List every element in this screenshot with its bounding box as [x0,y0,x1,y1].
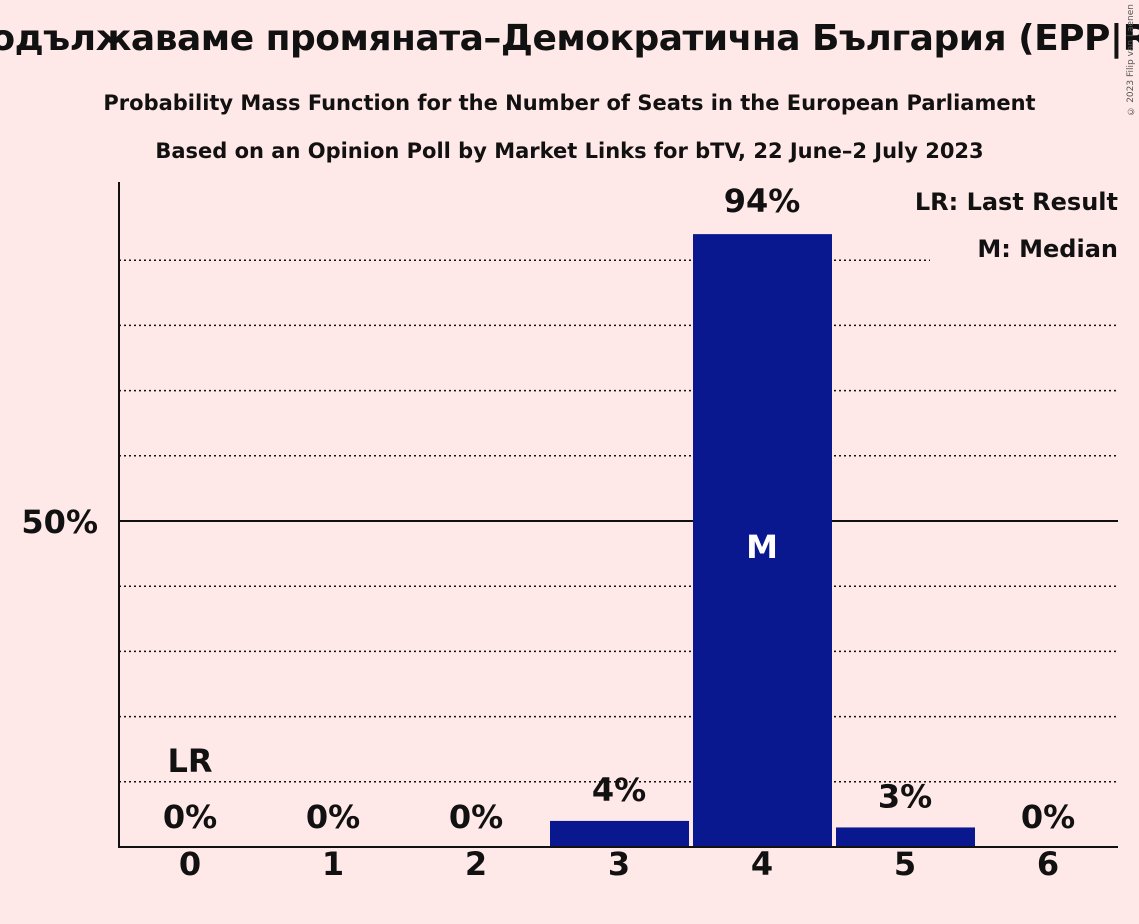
legend-background [930,229,1119,267]
last-result-marker: LR [167,742,212,780]
chart-title: родължаваме промяната–Демократична Бълга… [0,18,1139,59]
x-tick-label: 1 [322,845,344,883]
chart-subtitle-source: Based on an Opinion Poll by Market Links… [155,139,984,163]
x-tick-label: 5 [894,845,916,883]
x-tick-label: 0 [179,845,201,883]
x-tick-label: 2 [465,845,487,883]
value-label: 94% [724,182,801,220]
legend-background [930,182,1119,220]
y-tick-label: 50% [21,503,98,541]
value-label: 4% [592,771,646,809]
x-tick-label: 3 [608,845,630,883]
value-label: 0% [449,798,503,836]
legend-entry: LR: Last Result [915,188,1118,216]
value-label: 0% [163,798,217,836]
x-tick-label: 6 [1037,845,1059,883]
value-label: 0% [306,798,360,836]
value-label: 3% [878,777,932,815]
bar [550,820,689,847]
median-marker: M [746,528,778,566]
bar [693,234,832,847]
x-tick-label: 4 [751,845,773,883]
legend-entry: M: Median [977,235,1118,263]
value-label: 0% [1021,798,1075,836]
bar [836,827,975,847]
chart-subtitle: Probability Mass Function for the Number… [103,91,1036,115]
